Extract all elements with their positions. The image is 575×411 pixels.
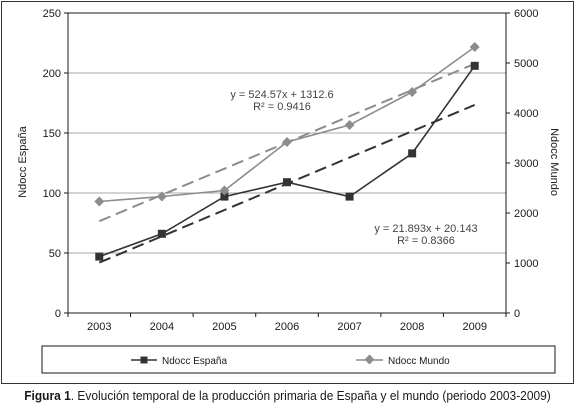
- legend-box: [41, 345, 556, 374]
- y2-tick-label: 6000: [514, 8, 538, 20]
- x-tick-label: 2007: [337, 321, 361, 333]
- mundo-point: [156, 191, 167, 202]
- espana-trend-equation: y = 21.893x + 20.143: [374, 223, 477, 235]
- espana-point: [470, 61, 479, 70]
- y-tick-label: 100: [43, 188, 61, 200]
- mundo-trend-r2: R² = 0.9416: [253, 101, 311, 113]
- espana-trend-r2: R² = 0.8366: [397, 235, 455, 247]
- y2-tick-label: 4000: [514, 108, 538, 120]
- mundo-point: [94, 196, 105, 207]
- espana-point: [345, 192, 354, 201]
- x-tick-label: 2003: [87, 321, 111, 333]
- x-tick-label: 2008: [400, 321, 424, 333]
- mundo-trend-equation: y = 524.57x + 1312.6: [230, 89, 333, 101]
- x-tick-label: 2004: [150, 321, 174, 333]
- mundo-point: [282, 137, 292, 147]
- legend-marker-espana: [140, 356, 148, 364]
- y-tick-label: 150: [43, 128, 61, 140]
- x-tick-label: 2009: [462, 321, 486, 333]
- y2-tick-label: 3000: [514, 158, 538, 170]
- y-tick-label: 250: [43, 8, 61, 20]
- mundo-point: [219, 185, 230, 196]
- y2-tick-label: 5000: [514, 58, 538, 70]
- y-axis-title: Ndocc España: [17, 125, 29, 197]
- espana-point: [283, 178, 291, 187]
- x-tick-label: 2005: [212, 321, 236, 333]
- caption-text: . Evolución temporal de la producción pr…: [70, 388, 551, 403]
- y2-axis-title: Ndocc Mundo: [548, 128, 560, 196]
- y2-tick-label: 0: [514, 308, 520, 320]
- y-tick-label: 50: [49, 248, 61, 260]
- x-tick-label: 2006: [275, 321, 299, 333]
- caption-label: Figura 1: [24, 388, 71, 403]
- legend-label-mundo: Ndocc Mundo: [388, 356, 450, 367]
- espana-point: [157, 229, 166, 238]
- espana-point: [220, 192, 229, 201]
- y-axis-ticks: 0 50 100 150 200 250: [43, 8, 68, 320]
- espana-point: [95, 252, 104, 261]
- y2-axis-ticks: 0 1000 2000 3000 4000 5000 6000: [506, 8, 538, 320]
- y2-tick-label: 1000: [514, 258, 538, 270]
- y-tick-label: 200: [43, 68, 61, 80]
- x-axis-ticks: 2003 2004 2005 2006 2007 2008 2009: [67, 313, 507, 333]
- legend-label-espana: Ndocc España: [162, 356, 227, 367]
- figure-caption: Figura 1. Evolución temporal de la produ…: [23, 388, 552, 403]
- espana-point: [408, 149, 417, 158]
- y-tick-label: 0: [55, 308, 61, 320]
- legend-item-mundo: Ndocc Mundo: [356, 354, 450, 367]
- legend-item-espana: Ndocc España: [131, 356, 227, 367]
- legend: Ndocc España Ndocc Mundo: [41, 345, 556, 374]
- legend-marker-mundo: [364, 354, 375, 365]
- y2-tick-label: 2000: [514, 208, 538, 220]
